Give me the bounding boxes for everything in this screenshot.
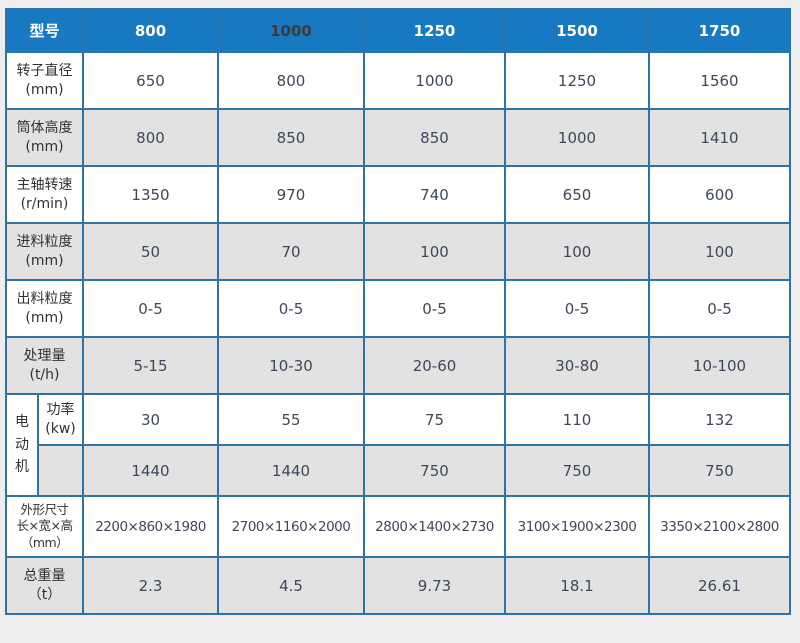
row-label-cell: 外形尺寸 长×宽×高 （mm） <box>5 495 84 558</box>
row-label: 进料粒度 <box>16 234 73 251</box>
value-cell: 1250 <box>504 51 650 110</box>
model-header-1750: 1750 <box>648 8 791 53</box>
row-unit: (mm) <box>25 81 64 98</box>
motor-group-label-cell: 电动机 <box>5 393 39 497</box>
value-cell: 30-80 <box>504 336 650 395</box>
row-label-cell: 处理量 (t/h) <box>5 336 84 395</box>
value-cell: 0-5 <box>648 279 791 338</box>
row-motor-power: 电动机 功率 (kw) 30 55 75 110 132 <box>5 393 791 497</box>
value-cell: 1000 <box>504 108 650 167</box>
value-cell: 4.5 <box>217 556 365 615</box>
row-dimensions: 外形尺寸 长×宽×高 （mm） 2200×860×1980 2700×1160×… <box>5 495 791 558</box>
row-unit: （t） <box>27 586 62 603</box>
row-label: 总重量 <box>23 568 66 585</box>
value-cell: 26.61 <box>648 556 791 615</box>
value-cell: 2200×860×1980 <box>82 495 219 558</box>
row-label-cell: 主轴转速 (r/min) <box>5 165 84 224</box>
value-cell: 1560 <box>648 51 791 110</box>
row-label: 外形尺寸 <box>20 502 69 518</box>
row-label-cell: 出料粒度 (mm) <box>5 279 84 338</box>
value-cell: 5-15 <box>82 336 219 395</box>
value-cell: 9.73 <box>363 556 506 615</box>
value-cell: 132 <box>648 393 791 446</box>
row-label: 筒体高度 <box>16 120 73 137</box>
row-unit: （mm） <box>20 534 69 550</box>
row-barrel-height: 筒体高度 (mm) 800 850 850 1000 1410 <box>5 108 791 167</box>
row-unit: (r/min) <box>20 195 69 212</box>
value-cell: 18.1 <box>504 556 650 615</box>
row-unit: (mm) <box>25 138 64 155</box>
value-cell: 0-5 <box>363 279 506 338</box>
row-label: 处理量 <box>23 348 66 365</box>
value-cell: 650 <box>504 165 650 224</box>
row-sub-label: 长×宽×高 <box>16 518 73 534</box>
row-spindle-speed: 主轴转速 (r/min) 1350 970 740 650 600 <box>5 165 791 224</box>
value-cell: 110 <box>504 393 650 446</box>
row-label: 主轴转速 <box>16 177 73 194</box>
spec-table: 型号 800 1000 1250 1500 1750 转子直径 (mm) 650… <box>5 8 791 615</box>
model-label-header: 型号 <box>5 8 84 53</box>
row-unit: (mm) <box>25 252 64 269</box>
value-cell: 0-5 <box>504 279 650 338</box>
row-label-cell: 总重量 （t） <box>5 556 84 615</box>
value-cell: 75 <box>363 393 506 446</box>
value-cell: 650 <box>82 51 219 110</box>
row-capacity: 处理量 (t/h) 5-15 10-30 20-60 30-80 10-100 <box>5 336 791 395</box>
value-cell: 0-5 <box>82 279 219 338</box>
value-cell: 2700×1160×2000 <box>217 495 365 558</box>
value-cell: 2800×1400×2730 <box>363 495 506 558</box>
value-cell: 3350×2100×2800 <box>648 495 791 558</box>
value-cell: 100 <box>648 222 791 281</box>
value-cell: 740 <box>363 165 506 224</box>
row-label: 出料粒度 <box>16 291 73 308</box>
value-cell: 70 <box>217 222 365 281</box>
model-header-1500: 1500 <box>504 8 650 53</box>
row-label: 功率 <box>46 402 75 419</box>
model-header-1250: 1250 <box>363 8 506 53</box>
row-unit: (mm) <box>25 309 64 326</box>
row-total-weight: 总重量 （t） 2.3 4.5 9.73 18.1 26.61 <box>5 556 791 615</box>
value-cell: 970 <box>217 165 365 224</box>
value-cell: 100 <box>363 222 506 281</box>
row-unit: (t/h) <box>29 366 60 383</box>
value-cell: 1350 <box>82 165 219 224</box>
row-motor-speed: 1440 1440 750 750 750 <box>6 444 791 497</box>
row-unit: (kw) <box>45 420 76 437</box>
value-cell: 750 <box>648 444 791 497</box>
value-cell: 1440 <box>217 444 365 497</box>
row-label-cell: 转子直径 (mm) <box>5 51 84 110</box>
row-label-cell <box>37 444 84 497</box>
row-label-cell: 进料粒度 (mm) <box>5 222 84 281</box>
model-header-1000: 1000 <box>217 8 365 53</box>
row-label-cell: 筒体高度 (mm) <box>5 108 84 167</box>
value-cell: 100 <box>504 222 650 281</box>
row-feed-size: 进料粒度 (mm) 50 70 100 100 100 <box>5 222 791 281</box>
value-cell: 850 <box>217 108 365 167</box>
value-cell: 20-60 <box>363 336 506 395</box>
value-cell: 800 <box>82 108 219 167</box>
value-cell: 3100×1900×2300 <box>504 495 650 558</box>
value-cell: 750 <box>363 444 506 497</box>
value-cell: 1410 <box>648 108 791 167</box>
value-cell: 2.3 <box>82 556 219 615</box>
value-cell: 10-100 <box>648 336 791 395</box>
value-cell: 50 <box>82 222 219 281</box>
value-cell: 30 <box>82 393 219 446</box>
row-label-cell: 功率 (kw) <box>37 393 84 446</box>
value-cell: 750 <box>504 444 650 497</box>
value-cell: 1440 <box>82 444 219 497</box>
value-cell: 55 <box>217 393 365 446</box>
value-cell: 10-30 <box>217 336 365 395</box>
value-cell: 0-5 <box>217 279 365 338</box>
value-cell: 850 <box>363 108 506 167</box>
value-cell: 600 <box>648 165 791 224</box>
row-rotor-diameter: 转子直径 (mm) 650 800 1000 1250 1560 <box>5 51 791 110</box>
value-cell: 800 <box>217 51 365 110</box>
row-discharge-size: 出料粒度 (mm) 0-5 0-5 0-5 0-5 0-5 <box>5 279 791 338</box>
value-cell: 1000 <box>363 51 506 110</box>
row-label: 转子直径 <box>16 63 73 80</box>
header-row: 型号 800 1000 1250 1500 1750 <box>5 8 791 53</box>
model-header-800: 800 <box>82 8 219 53</box>
